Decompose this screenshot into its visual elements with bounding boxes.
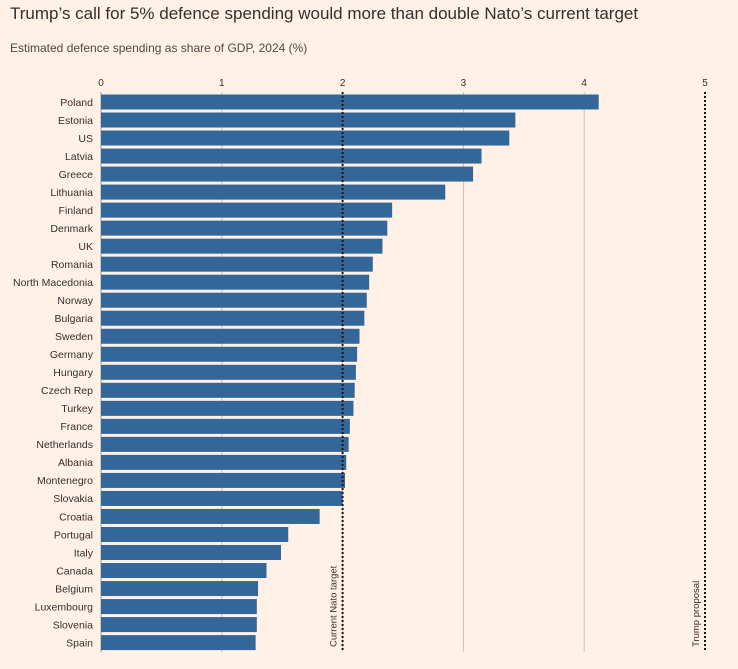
bar [101,545,281,560]
category-label: Albania [58,457,93,469]
bar [101,364,356,380]
bar [101,112,516,128]
x-axis-ticks: 0 1 2 3 4 5 [98,78,708,89]
bar [101,563,267,579]
bar [101,220,388,236]
bars [101,94,599,651]
category-labels: Poland Estonia US Latvia Greece Lithuania Finl… [13,97,94,650]
x-tick-label: 3 [461,78,467,89]
bar [101,418,350,434]
bar [101,382,355,398]
category-label: Slovenia [53,619,93,631]
bar [101,310,365,326]
category-label: Portugal [54,529,93,541]
category-label: France [60,421,93,433]
category-label: Hungary [53,367,93,379]
bar [101,617,257,633]
category-label: Turkey [61,403,93,415]
bar [101,454,347,470]
bar [101,581,259,597]
category-label: Czech Rep [41,385,93,397]
category-label: Luxembourg [35,601,94,613]
bar [101,436,349,452]
category-label: Germany [50,349,94,361]
category-label: Greece [59,169,94,181]
bar [101,130,510,146]
bar [101,256,373,272]
category-label: UK [78,241,93,253]
category-label: Italy [74,547,94,559]
reference-lines: Current Nato target Trump proposal [329,92,706,652]
reference-line-label: Current Nato target [329,565,340,647]
bar [101,148,482,164]
bar [101,166,474,182]
category-label: Poland [60,97,93,109]
x-tick-label: 1 [219,78,225,89]
category-label: Montenegro [37,475,93,487]
x-tick-label: 5 [702,78,708,89]
bar [101,599,257,615]
category-label: Canada [56,565,93,577]
bar [101,472,346,488]
category-label: Denmark [50,223,93,235]
bar [101,490,343,506]
category-label: Norway [57,295,93,307]
bar [101,184,446,200]
category-label: Finland [59,205,94,217]
bar [101,274,370,290]
category-label: Lithuania [50,187,93,199]
category-label: Slovakia [53,493,93,505]
category-label: US [78,133,93,145]
category-label: Bulgaria [54,313,93,325]
chart-subtitle: Estimated defence spending as share of G… [10,41,308,55]
x-tick-label: 0 [98,78,104,89]
bar [101,238,383,254]
bar [101,635,256,651]
category-label: Romania [51,259,93,271]
bar [101,292,367,308]
bar [101,94,599,110]
bar [101,526,289,542]
category-label: Belgium [55,583,93,595]
chart-title: Trump’s call for 5% defence spending wou… [10,4,639,23]
category-label: Sweden [55,331,93,343]
bar [101,508,320,524]
category-label: Spain [66,637,93,649]
category-label: Croatia [59,511,93,523]
category-label: Estonia [58,115,93,127]
category-label: Netherlands [36,439,93,451]
category-label: North Macedonia [13,277,93,289]
reference-line-label: Trump proposal [691,581,702,647]
bar [101,346,358,362]
bar [101,328,360,344]
bar [101,400,354,416]
category-label: Latvia [65,151,93,163]
x-tick-label: 2 [340,78,346,89]
x-tick-label: 4 [581,78,587,89]
bar [101,202,393,218]
